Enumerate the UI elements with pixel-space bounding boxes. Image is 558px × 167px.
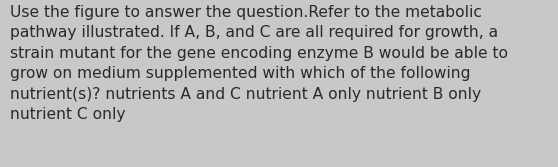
Text: Use the figure to answer the question.Refer to the metabolic
pathway illustrated: Use the figure to answer the question.Re…: [10, 5, 508, 122]
